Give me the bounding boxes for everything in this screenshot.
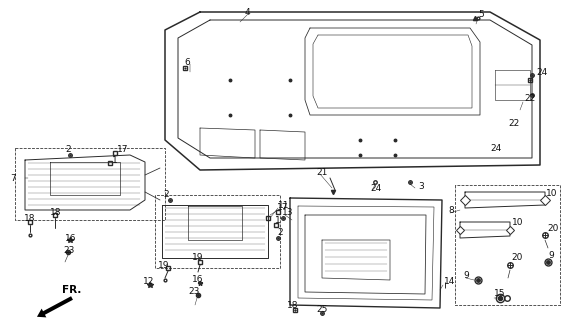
Text: 10: 10 [512, 218, 523, 227]
Text: 6: 6 [184, 58, 190, 67]
Text: 19: 19 [158, 260, 169, 269]
Text: 24: 24 [536, 68, 547, 76]
Text: 2: 2 [65, 145, 71, 154]
Text: 3: 3 [418, 181, 424, 190]
Text: 23: 23 [63, 245, 74, 254]
Text: 12: 12 [143, 277, 154, 286]
Text: 8: 8 [448, 205, 454, 214]
Text: FR.: FR. [62, 285, 82, 295]
Text: 22: 22 [508, 118, 519, 127]
Text: 1: 1 [112, 156, 118, 164]
Text: 2: 2 [163, 189, 169, 198]
Text: 20: 20 [547, 223, 559, 233]
Text: 1: 1 [275, 215, 281, 225]
Text: 14: 14 [444, 277, 455, 286]
Text: 25: 25 [316, 305, 327, 314]
Text: 23: 23 [188, 287, 200, 297]
Text: 2: 2 [277, 228, 283, 236]
Text: 24: 24 [370, 183, 381, 193]
Text: 11: 11 [278, 201, 290, 210]
Text: 5: 5 [478, 10, 484, 19]
FancyArrow shape [37, 296, 73, 317]
Text: 17: 17 [117, 145, 128, 154]
Text: 18: 18 [24, 213, 35, 222]
Text: 10: 10 [546, 188, 557, 197]
Text: 13: 13 [282, 207, 294, 217]
Text: 18: 18 [287, 301, 299, 310]
Text: 21: 21 [316, 167, 327, 177]
Text: 22: 22 [524, 93, 535, 102]
Text: 24: 24 [490, 143, 501, 153]
Text: 20: 20 [511, 253, 522, 262]
Text: 18: 18 [50, 207, 62, 217]
Text: 16: 16 [65, 234, 76, 243]
Text: 4: 4 [245, 7, 251, 17]
Text: 17: 17 [277, 203, 288, 212]
Text: 7: 7 [10, 173, 16, 182]
Text: 9: 9 [463, 271, 469, 281]
Text: 15: 15 [494, 290, 506, 299]
Text: 19: 19 [192, 253, 203, 262]
Text: 9: 9 [548, 252, 553, 260]
Text: 16: 16 [192, 276, 203, 284]
